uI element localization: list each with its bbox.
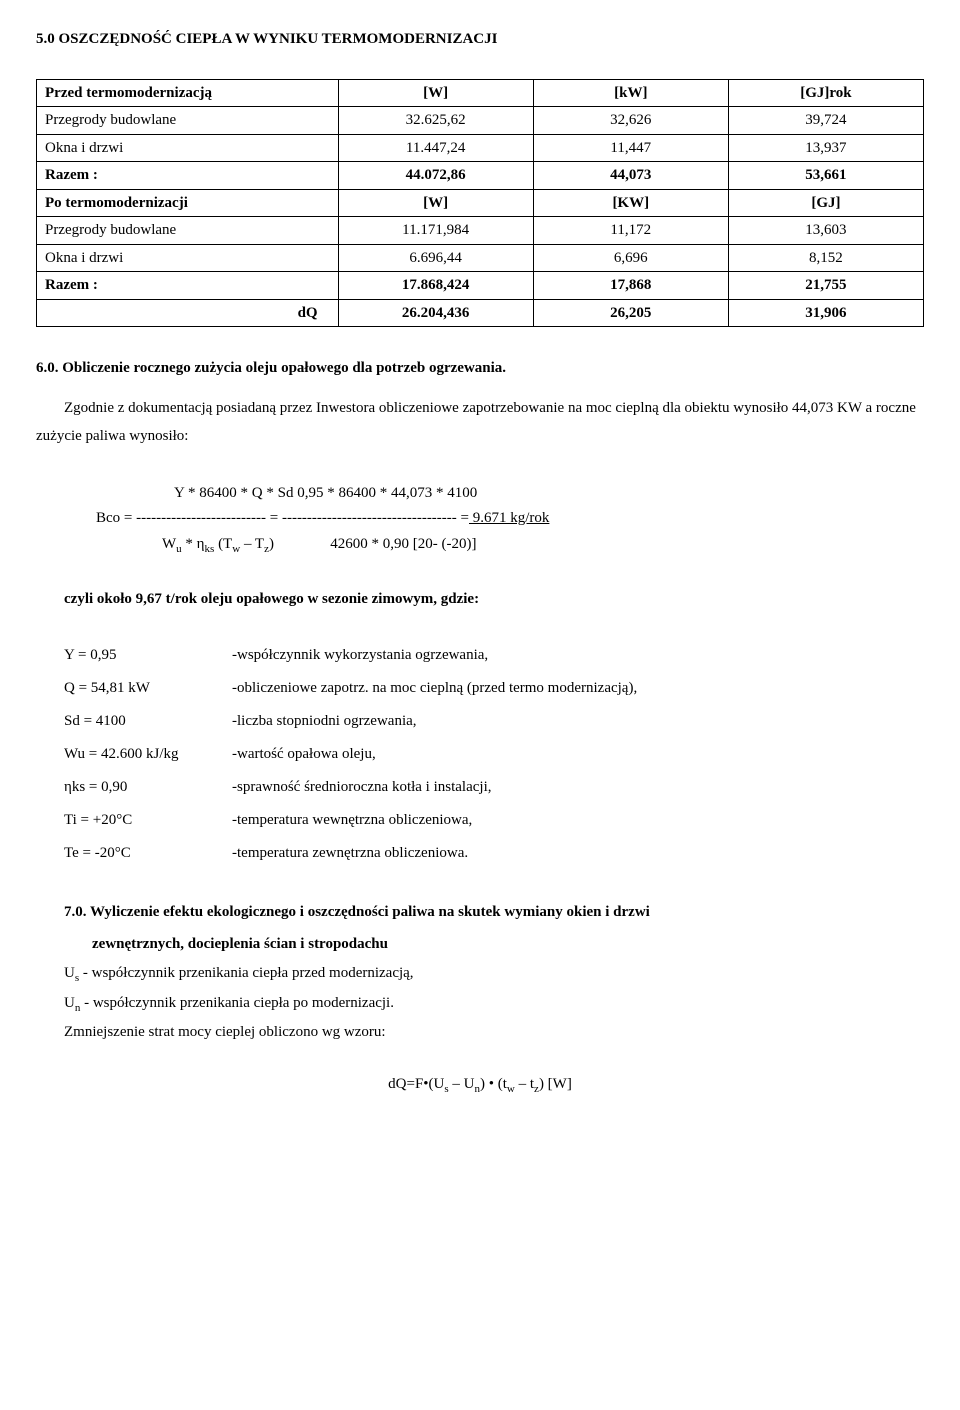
table-cell-label: Przed termomodernizacją <box>37 79 339 107</box>
definitions-list: Y = 0,95-współczynnik wykorzystania ogrz… <box>64 639 924 870</box>
table-cell-value: 44,073 <box>533 162 728 190</box>
formula-mid-left: Bco = -------------------------- = -----… <box>96 506 469 532</box>
table-cell-value: 6,696 <box>533 244 728 272</box>
definition-row: ηks = 0,90-sprawność średnioroczna kotła… <box>64 771 924 804</box>
table-cell-value: 11.171,984 <box>338 217 533 245</box>
table-cell-value: 13,603 <box>728 217 923 245</box>
definition-row: Y = 0,95-współczynnik wykorzystania ogrz… <box>64 639 924 672</box>
definition-text: -wartość opałowa oleju, <box>232 738 924 771</box>
us-line: Us - współczynnik przenikania ciepła prz… <box>64 959 924 989</box>
table-cell-value: 44.072,86 <box>338 162 533 190</box>
table-cell-label: Przegrody budowlane <box>37 217 339 245</box>
definition-row: Q = 54,81 kW-obliczeniowe zapotrz. na mo… <box>64 672 924 705</box>
definition-row: Te = -20°C-temperatura zewnętrzna oblicz… <box>64 837 924 870</box>
table-row: Okna i drzwi6.696,446,6968,152 <box>37 244 924 272</box>
definition-symbol: Sd = 4100 <box>64 705 232 738</box>
formula-mid: Bco = -------------------------- = -----… <box>96 506 924 532</box>
sec6-paragraph: Zgodnie z dokumentacją posiadaną przez I… <box>36 394 924 451</box>
table-cell-value: 26,205 <box>533 299 728 327</box>
table-row: Przegrody budowlane11.171,98411,17213,60… <box>37 217 924 245</box>
data-table: Przed termomodernizacją[W][kW][GJ]rokPrz… <box>36 79 924 328</box>
table-row: dQ26.204,43626,20531,906 <box>37 299 924 327</box>
formula-bot: Wu * ηks (Tw – Tz) 42600 * 0,90 [20- (-2… <box>162 532 924 559</box>
table-cell-value: 11.447,24 <box>338 134 533 162</box>
table-cell-value: 21,755 <box>728 272 923 300</box>
table-row: Okna i drzwi11.447,2411,44713,937 <box>37 134 924 162</box>
table-cell-value: 17.868,424 <box>338 272 533 300</box>
table-row: Przegrody budowlane32.625,6232,62639,724 <box>37 107 924 135</box>
table-cell-label: Po termomodernizacji <box>37 189 339 217</box>
czyli-line: czyli około 9,67 t/rok oleju opałowego w… <box>64 588 924 611</box>
table-row: Razem :17.868,42417,86821,755 <box>37 272 924 300</box>
definition-symbol: Y = 0,95 <box>64 639 232 672</box>
table-cell-value: 31,906 <box>728 299 923 327</box>
table-cell-value: 32.625,62 <box>338 107 533 135</box>
definition-text: -temperatura zewnętrzna obliczeniowa. <box>232 837 924 870</box>
definition-text: -temperatura wewnętrzna obliczeniowa, <box>232 804 924 837</box>
definition-text: -współczynnik wykorzystania ogrzewania, <box>232 639 924 672</box>
definition-row: Ti = +20°C-temperatura wewnętrzna oblicz… <box>64 804 924 837</box>
definition-row: Sd = 4100-liczba stopniodni ogrzewania, <box>64 705 924 738</box>
definition-symbol: Wu = 42.600 kJ/kg <box>64 738 232 771</box>
definition-text: -liczba stopniodni ogrzewania, <box>232 705 924 738</box>
table-cell-value: 13,937 <box>728 134 923 162</box>
formula-block: Y * 86400 * Q * Sd 0,95 * 86400 * 44,073… <box>96 481 924 559</box>
sec7-title-line1: 7.0. Wyliczenie efektu ekologicznego i o… <box>64 898 924 927</box>
formula-top: Y * 86400 * Q * Sd 0,95 * 86400 * 44,073… <box>174 481 924 507</box>
main-heading: 5.0 OSZCZĘDNOŚĆ CIEPŁA W WYNIKU TERMOMOD… <box>36 28 924 51</box>
table-cell-label: Okna i drzwi <box>37 134 339 162</box>
table-cell-label: Razem : <box>37 272 339 300</box>
definition-symbol: Te = -20°C <box>64 837 232 870</box>
zm-line: Zmniejszenie strat mocy cieplej obliczon… <box>64 1018 924 1047</box>
table-cell-value: 11,172 <box>533 217 728 245</box>
un-line: Un - współczynnik przenikania ciepła po … <box>64 989 924 1019</box>
ulines: Us - współczynnik przenikania ciepła prz… <box>64 959 924 1047</box>
table-cell-value: 11,447 <box>533 134 728 162</box>
table-cell-value: [GJ]rok <box>728 79 923 107</box>
table-cell-value: 26.204,436 <box>338 299 533 327</box>
definition-row: Wu = 42.600 kJ/kg-wartość opałowa oleju, <box>64 738 924 771</box>
table-cell-value: 17,868 <box>533 272 728 300</box>
definition-symbol: Q = 54,81 kW <box>64 672 232 705</box>
table-cell-value: [kW] <box>533 79 728 107</box>
formula-result: 9.671 kg/rok <box>469 510 549 526</box>
table-cell-label: dQ <box>37 299 339 327</box>
definition-symbol: ηks = 0,90 <box>64 771 232 804</box>
table-cell-value: 6.696,44 <box>338 244 533 272</box>
table-cell-value: 53,661 <box>728 162 923 190</box>
definition-symbol: Ti = +20°C <box>64 804 232 837</box>
table-cell-label: Okna i drzwi <box>37 244 339 272</box>
table-cell-value: 39,724 <box>728 107 923 135</box>
table-cell-label: Razem : <box>37 162 339 190</box>
table-cell-value: [GJ] <box>728 189 923 217</box>
table-cell-value: [W] <box>338 189 533 217</box>
definition-text: -obliczeniowe zapotrz. na moc cieplną (p… <box>232 672 924 705</box>
table-row: Po termomodernizacji[W][KW][GJ] <box>37 189 924 217</box>
final-equation: dQ=F•(Us – Un) • (tw – tz) [W] <box>36 1073 924 1098</box>
table-cell-value: [W] <box>338 79 533 107</box>
table-cell-value: [KW] <box>533 189 728 217</box>
sec6-title: 6.0. Obliczenie rocznego zużycia oleju o… <box>36 357 924 380</box>
table-row: Razem :44.072,8644,07353,661 <box>37 162 924 190</box>
table-cell-value: 8,152 <box>728 244 923 272</box>
table-row: Przed termomodernizacją[W][kW][GJ]rok <box>37 79 924 107</box>
definition-text: -sprawność średnioroczna kotła i instala… <box>232 771 924 804</box>
sec7-title-line2: zewnętrznych, docieplenia ścian i stropo… <box>92 930 924 959</box>
table-cell-label: Przegrody budowlane <box>37 107 339 135</box>
table-cell-value: 32,626 <box>533 107 728 135</box>
